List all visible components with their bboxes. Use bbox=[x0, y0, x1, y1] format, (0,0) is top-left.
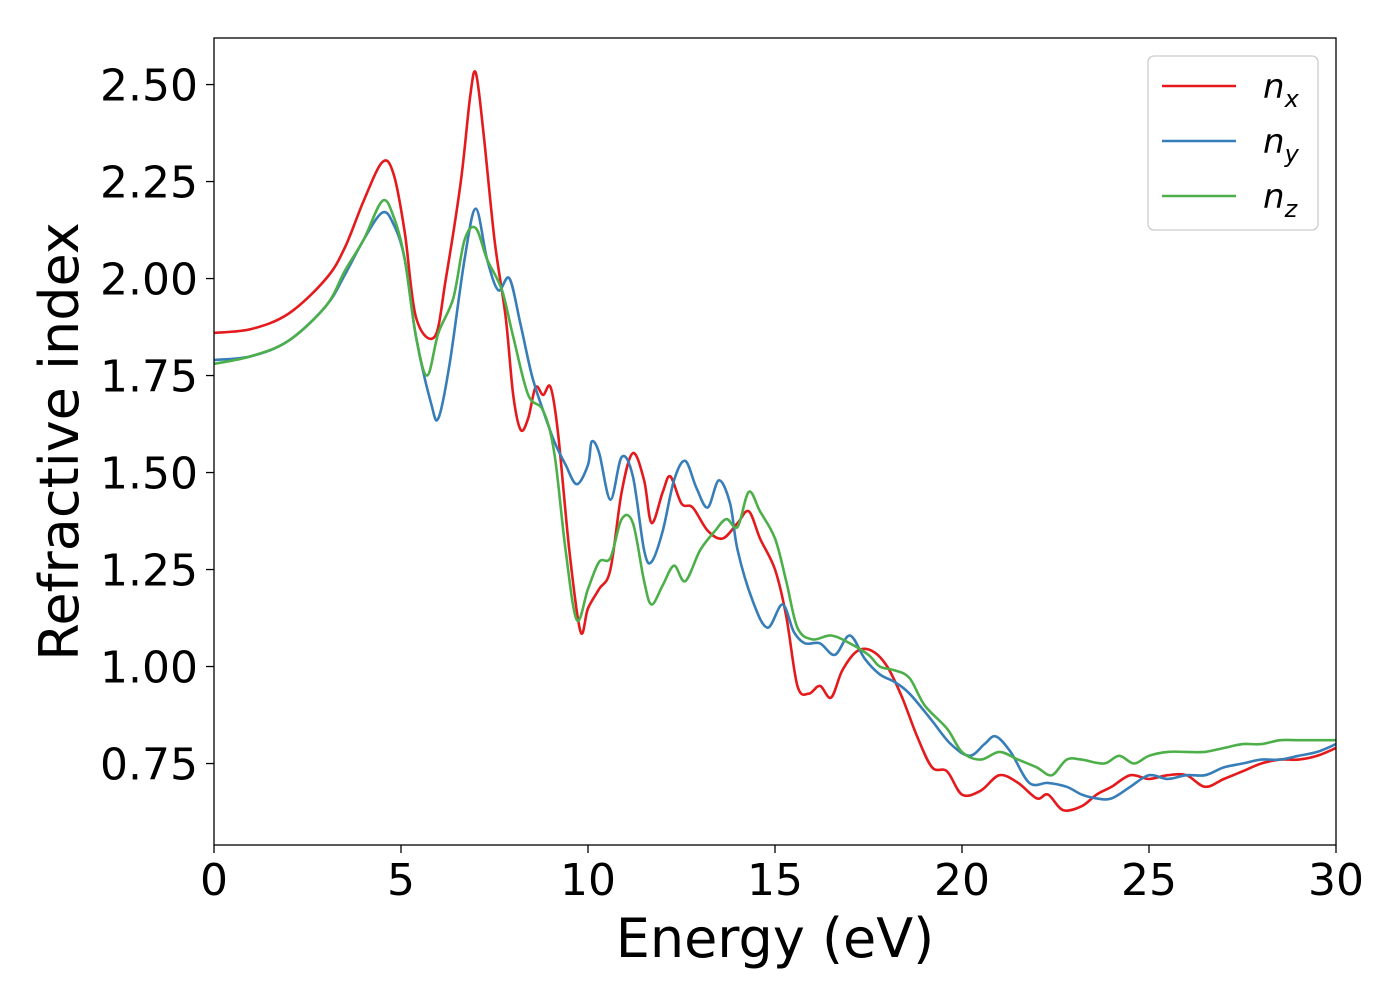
legend: nx ny nz bbox=[1147, 55, 1319, 231]
x-axis-ticks: 0 5 10 15 20 25 30 bbox=[200, 845, 1364, 906]
series-line-ny bbox=[214, 207, 1336, 801]
x-tick-label: 30 bbox=[1308, 855, 1364, 906]
y-tick-label: 1.00 bbox=[100, 643, 198, 694]
y-axis-label: Refractive index bbox=[28, 222, 91, 661]
y-tick-label: 2.25 bbox=[100, 158, 198, 209]
legend-label-nx: nx bbox=[1263, 67, 1300, 113]
legend-label-ny: ny bbox=[1263, 122, 1300, 168]
x-tick-label: 15 bbox=[747, 855, 803, 906]
y-axis-ticks: 0.75 1.00 1.25 1.50 1.75 2.00 2.25 2.50 bbox=[100, 61, 214, 791]
series-line-nz bbox=[214, 198, 1336, 777]
y-tick-label: 1.25 bbox=[100, 546, 198, 597]
y-tick-label: 1.50 bbox=[100, 449, 198, 500]
x-tick-label: 0 bbox=[200, 855, 228, 906]
x-tick-label: 10 bbox=[560, 855, 616, 906]
legend-box bbox=[1147, 55, 1319, 231]
y-tick-label: 1.75 bbox=[100, 352, 198, 403]
y-tick-label: 2.00 bbox=[100, 255, 198, 306]
x-tick-label: 5 bbox=[387, 855, 415, 906]
y-tick-label: 2.50 bbox=[100, 61, 198, 112]
y-tick-label: 0.75 bbox=[100, 740, 198, 791]
legend-label-nz: nz bbox=[1263, 177, 1299, 223]
x-tick-label: 25 bbox=[1121, 855, 1177, 906]
series-layer bbox=[214, 70, 1336, 812]
x-tick-label: 20 bbox=[934, 855, 990, 906]
x-axis-label: Energy (eV) bbox=[616, 907, 935, 970]
